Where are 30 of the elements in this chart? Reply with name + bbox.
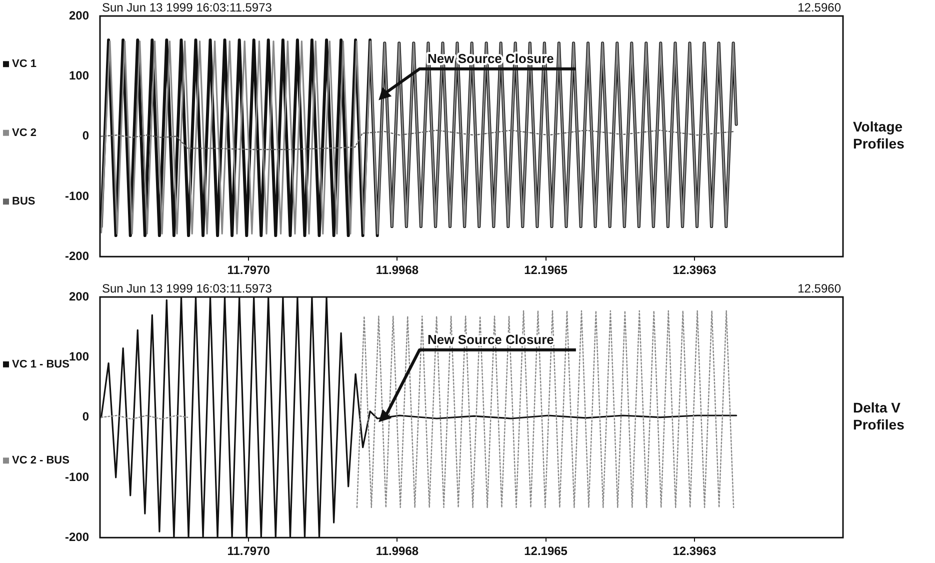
y2-axis-title: Voltage Profiles <box>853 118 905 152</box>
text: 12.5960 <box>798 0 842 14</box>
annotation: New Source Closure <box>427 332 554 348</box>
x-tick-label: 11.9968 <box>376 544 419 558</box>
x-tick-label: 12.3963 <box>672 263 716 278</box>
y-tick-label: -100 <box>64 470 90 484</box>
x-tick-label: 11.7970 <box>227 263 270 278</box>
x-tick-label: 12.1965 <box>524 544 568 558</box>
text: 12.5960 <box>798 281 842 296</box>
y-tick-label: 0 <box>82 128 90 143</box>
legend-label: VC 1 <box>12 58 36 70</box>
y-tick-label: 100 <box>68 68 90 82</box>
y-tick-label: -100 <box>64 188 90 203</box>
legend-label: VC 1 - BUS <box>12 358 70 370</box>
y2-axis-title: Delta V Profiles <box>853 400 905 433</box>
x-tick-label: 11.7970 <box>227 544 270 558</box>
chart-subtitle: Sun Jun 13 1999 16:03:11.5973 <box>102 281 272 296</box>
y-tick-label: 0 <box>82 410 90 424</box>
x-tick-label: 12.3963 <box>672 544 716 558</box>
y-tick-label: -200 <box>64 248 90 263</box>
y-tick-label: 200 <box>68 289 90 304</box>
legend-label: VC 2 - BUS <box>12 454 70 467</box>
x-tick-label: 12.1965 <box>524 263 568 278</box>
legend-label: BUS <box>12 196 36 208</box>
x-tick-label: 11.9968 <box>376 263 419 278</box>
y-tick-label: 100 <box>68 349 90 364</box>
y-tick-label: 200 <box>68 8 90 22</box>
chart-subtitle: Sun Jun 13 1999 16:03:11.5973 <box>102 0 272 14</box>
legend-label: VC 2 <box>12 126 36 139</box>
y-tick-label: -200 <box>64 530 90 544</box>
